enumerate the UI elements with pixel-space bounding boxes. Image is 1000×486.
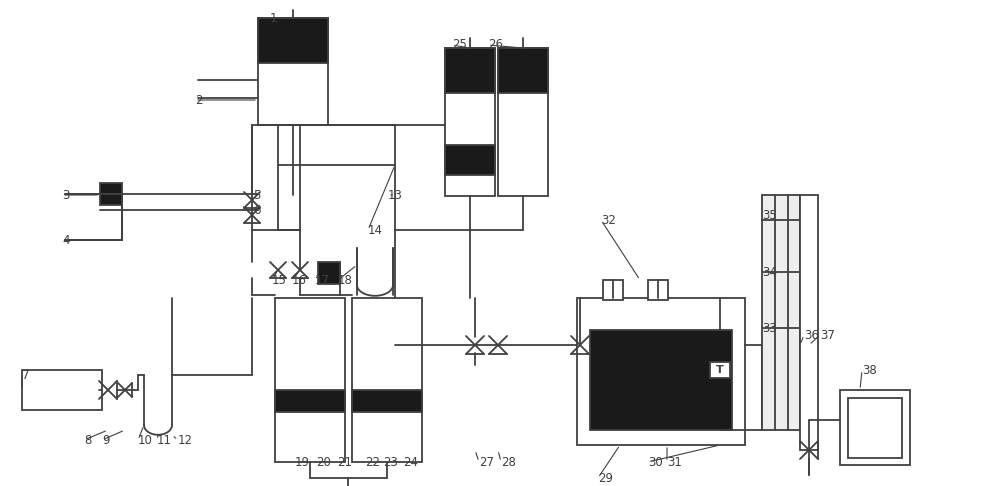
Text: 16: 16 [292, 274, 307, 287]
Text: 4: 4 [62, 233, 70, 246]
Bar [577, 298, 745, 445]
Bar [258, 18, 328, 125]
Bar [762, 195, 800, 430]
Text: 20: 20 [316, 455, 331, 469]
Text: 15: 15 [272, 274, 287, 287]
Text: 24: 24 [403, 455, 418, 469]
Text: 19: 19 [295, 455, 310, 469]
Bar [318, 262, 340, 284]
Bar [352, 390, 422, 412]
Bar [100, 183, 122, 205]
Bar [352, 298, 422, 462]
Text: 3: 3 [62, 189, 69, 202]
Text: 23: 23 [383, 455, 398, 469]
Bar [498, 48, 548, 93]
Text: T: T [716, 365, 724, 375]
Text: 27: 27 [479, 455, 494, 469]
Bar [648, 280, 668, 300]
Bar [840, 390, 910, 465]
Text: 37: 37 [820, 329, 835, 342]
Bar [590, 330, 732, 430]
Text: 35: 35 [762, 208, 777, 222]
Bar [258, 18, 328, 63]
Bar [445, 48, 495, 196]
Bar [445, 48, 495, 93]
Text: 17: 17 [315, 274, 330, 287]
Text: 36: 36 [804, 329, 819, 342]
Text: 5: 5 [253, 189, 260, 202]
Text: 13: 13 [388, 189, 403, 202]
Bar [445, 145, 495, 175]
Text: 12: 12 [178, 434, 193, 447]
Text: 33: 33 [762, 322, 777, 334]
Bar [498, 48, 548, 196]
Text: 29: 29 [598, 471, 613, 485]
Text: 38: 38 [862, 364, 877, 377]
Text: 14: 14 [368, 224, 383, 237]
Text: 8: 8 [84, 434, 91, 447]
Text: 2: 2 [195, 93, 202, 106]
Text: 25: 25 [452, 38, 467, 52]
Bar [800, 195, 818, 450]
Bar [275, 298, 345, 462]
Text: 10: 10 [138, 434, 153, 447]
Bar [275, 390, 345, 412]
Text: 1: 1 [270, 12, 278, 24]
Text: 9: 9 [102, 434, 110, 447]
Bar [603, 280, 623, 300]
Text: 31: 31 [667, 455, 682, 469]
Text: 11: 11 [157, 434, 172, 447]
Bar [848, 398, 902, 458]
Text: 28: 28 [501, 455, 516, 469]
Text: 18: 18 [338, 274, 353, 287]
Text: 22: 22 [365, 455, 380, 469]
Text: 21: 21 [337, 455, 352, 469]
Bar [710, 362, 730, 378]
Bar [22, 370, 102, 410]
Text: 34: 34 [762, 265, 777, 278]
Text: 30: 30 [648, 455, 663, 469]
Text: 32: 32 [601, 213, 616, 226]
Text: 26: 26 [488, 38, 503, 52]
Text: 7: 7 [22, 368, 30, 382]
Text: 6: 6 [253, 204, 260, 216]
